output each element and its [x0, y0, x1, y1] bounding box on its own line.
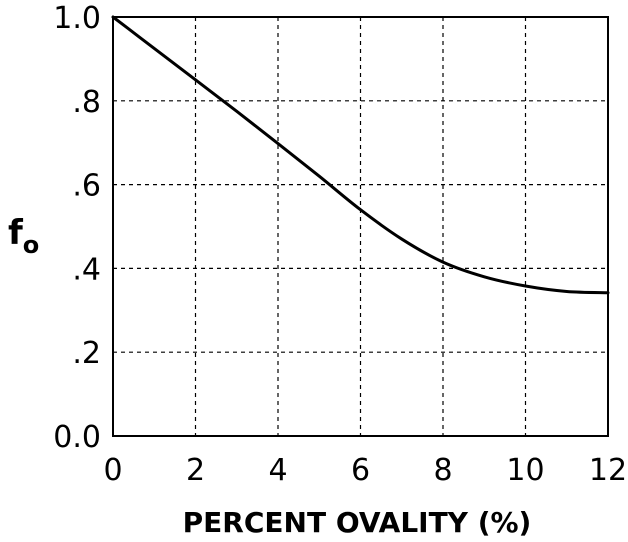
y-tick-label: 0.0 — [53, 420, 101, 455]
y-tick-label: 1.0 — [53, 1, 101, 36]
y-tick-label: .6 — [72, 169, 101, 204]
x-tick-label: 8 — [433, 453, 452, 488]
x-tick-label: 0 — [103, 453, 122, 488]
x-tick-label: 2 — [186, 453, 205, 488]
y-axis-title-subscript: o — [23, 231, 40, 259]
x-tick-labels: 0 2 4 6 8 10 12 — [103, 453, 627, 488]
y-tick-labels: 0.0 .2 .4 .6 .8 1.0 — [53, 1, 101, 455]
x-tick-label: 6 — [351, 453, 370, 488]
y-axis-title: fo — [8, 213, 39, 259]
x-tick-label: 10 — [506, 453, 544, 488]
y-tick-label: .8 — [72, 85, 101, 120]
plot-area — [112, 16, 609, 437]
x-tick-label: 4 — [268, 453, 287, 488]
x-axis-title: PERCENT OVALITY (%) — [183, 506, 532, 539]
x-tick-label: 12 — [589, 453, 627, 488]
series-line — [111, 15, 610, 295]
y-tick-label: .2 — [72, 336, 101, 371]
y-axis-title-main: f — [8, 213, 24, 253]
grid-lines — [113, 17, 608, 436]
y-tick-label: .4 — [72, 252, 101, 287]
